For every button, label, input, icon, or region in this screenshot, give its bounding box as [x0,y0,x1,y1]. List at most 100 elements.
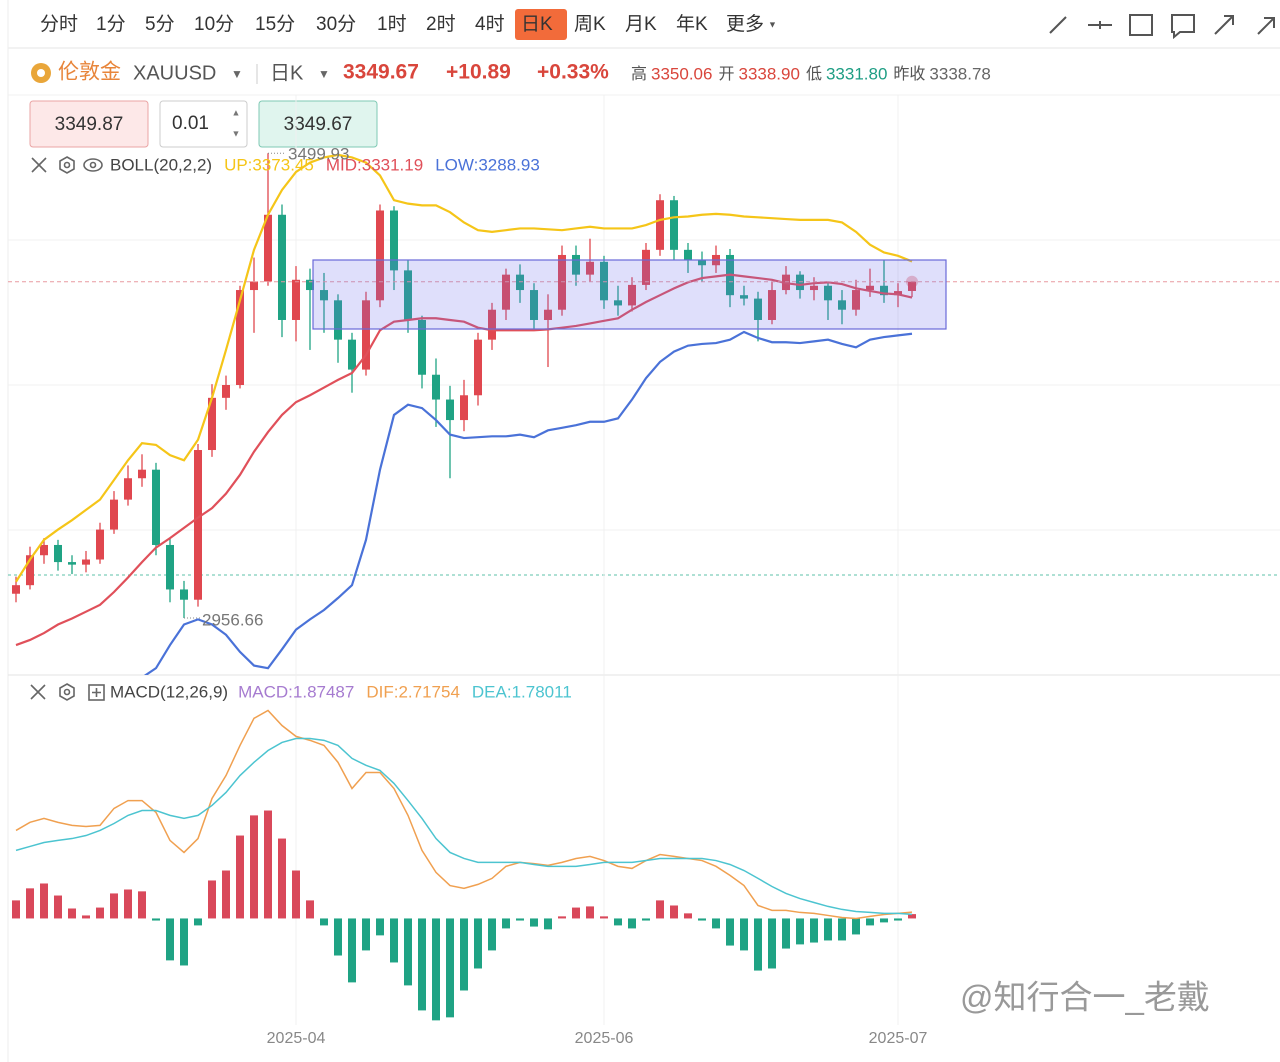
candle-body [194,450,202,600]
timeframe-tab[interactable]: 5分 [145,13,175,35]
tool-hline[interactable] [1088,21,1112,29]
candle-body [502,274,510,310]
macd-line [15,709,913,920]
close-icon[interactable] [30,684,46,700]
dropdown-arrow[interactable]: ▼ [231,67,243,81]
timeframe-tab[interactable]: 分时 [40,13,78,35]
quote-row: 伦敦金 XAUUSD ▼ 日K ▼ 3349.67 +10.89 +0.33% … [31,61,991,84]
macd-bar [194,918,202,926]
candle-body [180,589,188,600]
buy-button[interactable] [258,100,378,148]
candle-body [418,319,426,375]
macd-bar [740,918,748,951]
timeframe-tab[interactable]: 月K [625,14,657,35]
x-tick-label: 2025-04 [267,1030,326,1047]
dropdown-arrow[interactable]: ▼ [318,67,330,81]
lot-size[interactable]: 0.01 [172,113,209,134]
sell-button[interactable] [29,100,149,148]
tool-line[interactable] [1049,16,1067,34]
timeframe-tab[interactable]: 4时 [475,13,505,35]
macd-bar [698,918,706,921]
active-tab[interactable] [515,9,567,40]
timeframe-tab[interactable]: 日K [521,14,553,35]
close-icon[interactable] [31,157,47,173]
candle-body [754,298,762,320]
max-label: 3499.93 [288,145,349,164]
macd-bar [250,815,258,919]
trade-panel: 3349.87 0.01 ▲ ▼ 3349.67 [29,100,378,148]
candle-body [152,469,160,545]
candle-body [250,281,258,291]
macd-bar [754,918,762,971]
dropdown-arrow[interactable]: ▼ [768,19,777,29]
timeframe-tab[interactable]: 更多 [726,13,764,35]
macd-bar [852,918,860,935]
macd-bar [96,907,104,919]
macd-bar [460,918,468,991]
candle-body [278,214,286,320]
macd-bar [544,918,552,930]
candle-body [544,309,552,320]
tool-note[interactable] [1171,14,1195,40]
timeframe-tab[interactable]: 30分 [316,13,356,35]
draw-tools [1049,14,1275,40]
stat-label: 高 [631,65,647,83]
timeframe-tab[interactable]: 周K [574,14,606,35]
visibility-icon-dot [89,161,97,169]
boll-line [143,330,913,675]
range-box[interactable] [312,259,947,330]
candle-body [348,339,356,370]
tool-arrow[interactable] [1214,15,1234,35]
macd-bar [362,918,370,951]
candle-body [432,374,440,400]
timeframe-tab[interactable]: 2时 [426,13,456,35]
macd-bar [782,918,790,949]
legend-item: UP:3373.45 [224,155,314,174]
macd-line [15,737,913,916]
timeframe-tab[interactable]: 年K [676,13,708,35]
candle-body [572,254,580,275]
macd-bar [796,918,804,945]
candle-body [124,478,132,500]
indicator-name[interactable]: BOLL(20,2,2) [110,155,212,174]
macd-bar [866,918,874,926]
macd-bar [768,918,776,969]
macd-bar [824,918,832,941]
spin-down[interactable]: ▼ [232,128,241,138]
timeframe-tab[interactable]: 15分 [255,13,295,35]
indicator-name[interactable]: MACD(12,26,9) [110,682,228,701]
visibility-icon[interactable] [83,158,103,172]
settings-icon[interactable] [59,683,75,701]
candle-body [460,395,468,421]
tool-ray[interactable] [1257,17,1275,35]
settings-icon[interactable] [59,156,75,174]
timeframe-tab[interactable]: 1时 [377,13,407,35]
lot-input[interactable] [159,100,248,148]
macd-bar [558,916,566,919]
tool-rect[interactable] [1129,14,1153,36]
legend-item: DIF:2.71754 [366,682,460,701]
period[interactable]: 日K [270,62,304,84]
timeframe-tab[interactable]: 10分 [194,13,234,35]
candle-body [362,300,370,370]
symbol-code[interactable]: XAUUSD [133,62,216,84]
symbol-icon-dot [37,69,45,77]
x-tick-label: 2025-06 [575,1030,634,1047]
timeframe-tab[interactable]: 1分 [96,13,126,35]
macd-bar [138,891,146,919]
macd-bar [600,916,608,919]
macd-bar [376,918,384,936]
sell-price[interactable]: 3349.87 [55,114,124,135]
spin-up[interactable]: ▲ [232,107,241,117]
macd-bar [68,908,76,919]
expand-icon[interactable] [88,684,105,701]
macd-bar [838,918,846,941]
candle-body [894,291,902,296]
buy-price[interactable]: 3349.67 [284,114,353,135]
candle-body [600,261,608,301]
symbol-name[interactable]: 伦敦金 [58,61,121,84]
macd-bar [628,918,636,929]
macd-bar [152,918,160,921]
toolbar: 分时 1分 5分 10分 15分 30分 1时 2时 4时 日K 周K 月K 年K 更多 ▼ [40,9,777,40]
candle-body [334,300,342,340]
